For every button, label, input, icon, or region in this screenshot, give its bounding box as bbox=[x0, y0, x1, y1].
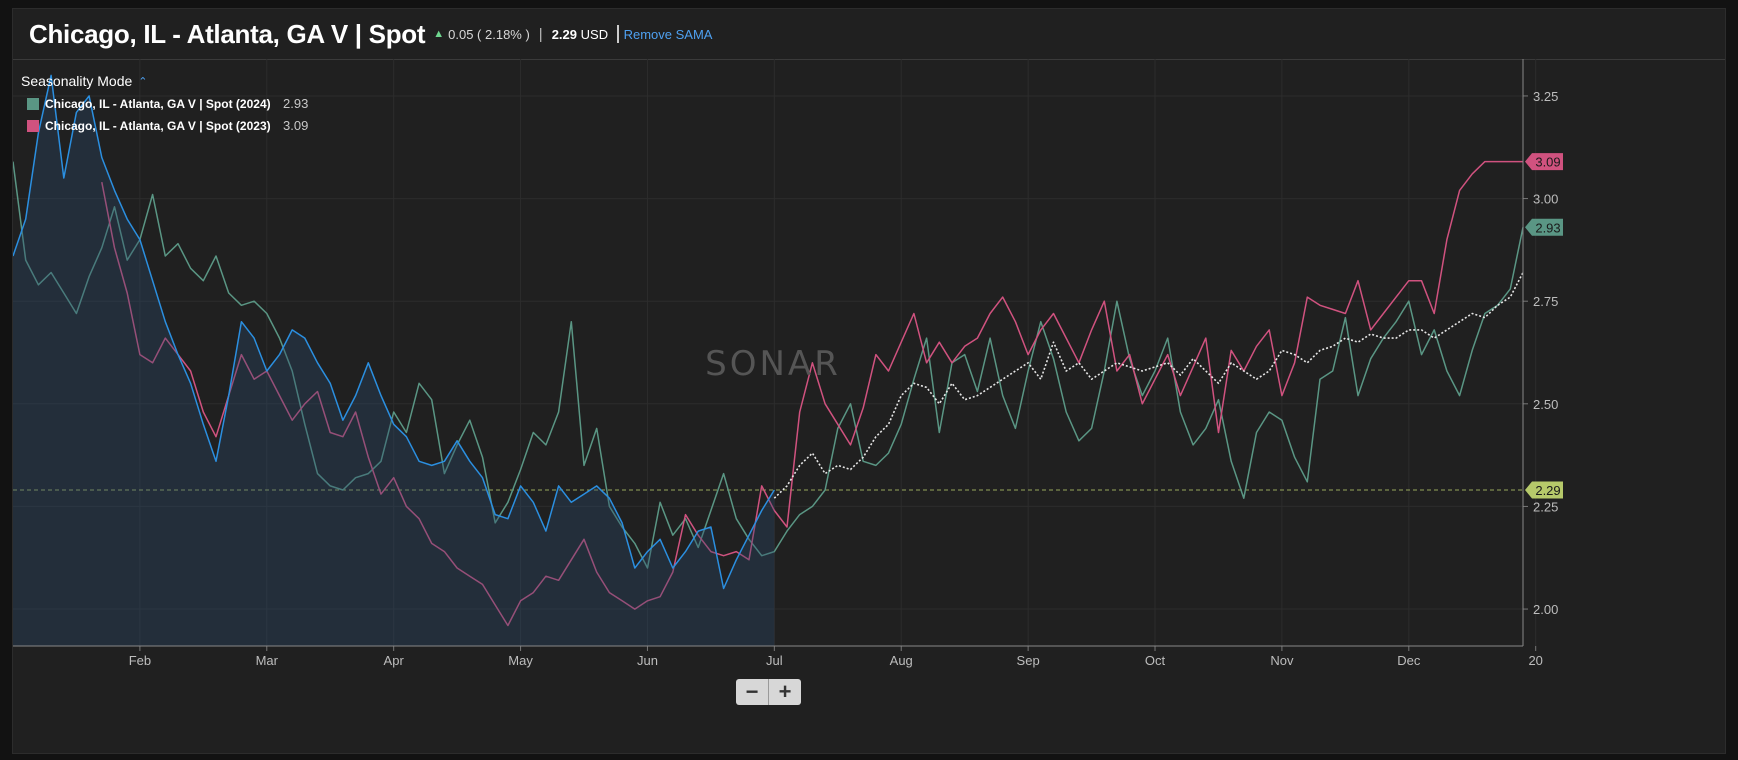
y-tick-label: 3.00 bbox=[1533, 192, 1558, 207]
y-tick-label: 2.75 bbox=[1533, 294, 1558, 309]
seasonality-mode-label: Seasonality Mode bbox=[21, 73, 133, 89]
x-tick-label: 20 bbox=[1528, 653, 1542, 668]
price-change: ▲ 0.05 ( 2.18% ) bbox=[433, 27, 530, 42]
y-tick-label: 2.00 bbox=[1533, 602, 1558, 617]
y-tick-label: 3.25 bbox=[1533, 89, 1558, 104]
price-value: 2.29 bbox=[551, 26, 578, 42]
y-tick-label: 2.50 bbox=[1533, 397, 1558, 412]
sama-series-line bbox=[773, 272, 1524, 499]
separator-bar bbox=[617, 25, 619, 43]
separator: | bbox=[538, 25, 543, 43]
current-series-line bbox=[13, 74, 775, 590]
zoom-controls: − + bbox=[736, 679, 801, 705]
legend-swatch-2024 bbox=[27, 97, 39, 110]
remove-sama-link[interactable]: Remove SAMA bbox=[623, 26, 713, 42]
value-tag bbox=[1525, 481, 1563, 499]
value-tag bbox=[1525, 153, 1563, 171]
chart-panel: Chicago, IL - Atlanta, GA V | Spot ▲ 0.0… bbox=[12, 8, 1726, 754]
x-tick-label: May bbox=[508, 653, 533, 668]
x-tick-label: Oct bbox=[1145, 653, 1166, 668]
legend-item-2023[interactable]: Chicago, IL - Atlanta, GA V | Spot (2023… bbox=[27, 118, 308, 133]
sonar-watermark: SONAR bbox=[705, 344, 841, 384]
up-arrow-icon: ▲ bbox=[433, 28, 445, 40]
zoom-in-button[interactable]: + bbox=[768, 679, 801, 705]
current-price: 2.29 USD bbox=[552, 27, 608, 42]
x-tick-label: Mar bbox=[256, 653, 279, 668]
series-line-2024 bbox=[13, 161, 1524, 569]
line-chart[interactable]: SONAR Feb Mar Apr May Jun Jul Aug Sep Oct Nov Dec 2… bbox=[13, 9, 1725, 753]
legend: Seasonality Mode ⌃ Chicago, IL - Atlanta… bbox=[21, 73, 308, 133]
price-unit: USD bbox=[580, 26, 609, 42]
current-series-area bbox=[13, 75, 775, 646]
price-change-text: 0.05 ( 2.18% ) bbox=[448, 26, 530, 42]
legend-name-2023: Chicago, IL - Atlanta, GA V | Spot (2023… bbox=[45, 118, 271, 133]
x-tick-label: Nov bbox=[1270, 653, 1294, 668]
series-line-2023 bbox=[101, 160, 1523, 627]
value-tag-label: 2.29 bbox=[1535, 483, 1560, 498]
zoom-out-button[interactable]: − bbox=[736, 679, 768, 705]
legend-item-2024[interactable]: Chicago, IL - Atlanta, GA V | Spot (2024… bbox=[27, 96, 308, 111]
legend-value-2023: 3.09 bbox=[283, 118, 309, 133]
value-tag bbox=[1525, 218, 1563, 236]
x-tick-label: Dec bbox=[1397, 653, 1421, 668]
y-tick-label: 2.25 bbox=[1533, 499, 1558, 514]
x-tick-label: Apr bbox=[384, 653, 405, 668]
chevron-up-icon: ⌃ bbox=[138, 75, 148, 88]
seasonality-mode-toggle[interactable]: Seasonality Mode ⌃ bbox=[21, 73, 308, 89]
chart-title: Chicago, IL - Atlanta, GA V | Spot bbox=[29, 18, 426, 49]
x-tick-label: Feb bbox=[129, 653, 151, 668]
x-tick-label: Sep bbox=[1017, 653, 1040, 668]
value-tag-label: 3.09 bbox=[1535, 155, 1560, 170]
legend-name-2024: Chicago, IL - Atlanta, GA V | Spot (2024… bbox=[45, 96, 271, 111]
x-tick-label: Aug bbox=[890, 653, 913, 668]
legend-swatch-2023 bbox=[27, 119, 39, 132]
chart-header: Chicago, IL - Atlanta, GA V | Spot ▲ 0.0… bbox=[13, 9, 1725, 60]
x-tick-label: Jul bbox=[766, 653, 783, 668]
legend-value-2024: 2.93 bbox=[283, 96, 309, 111]
x-tick-label: Jun bbox=[637, 653, 658, 668]
value-tag-label: 2.93 bbox=[1535, 220, 1560, 235]
